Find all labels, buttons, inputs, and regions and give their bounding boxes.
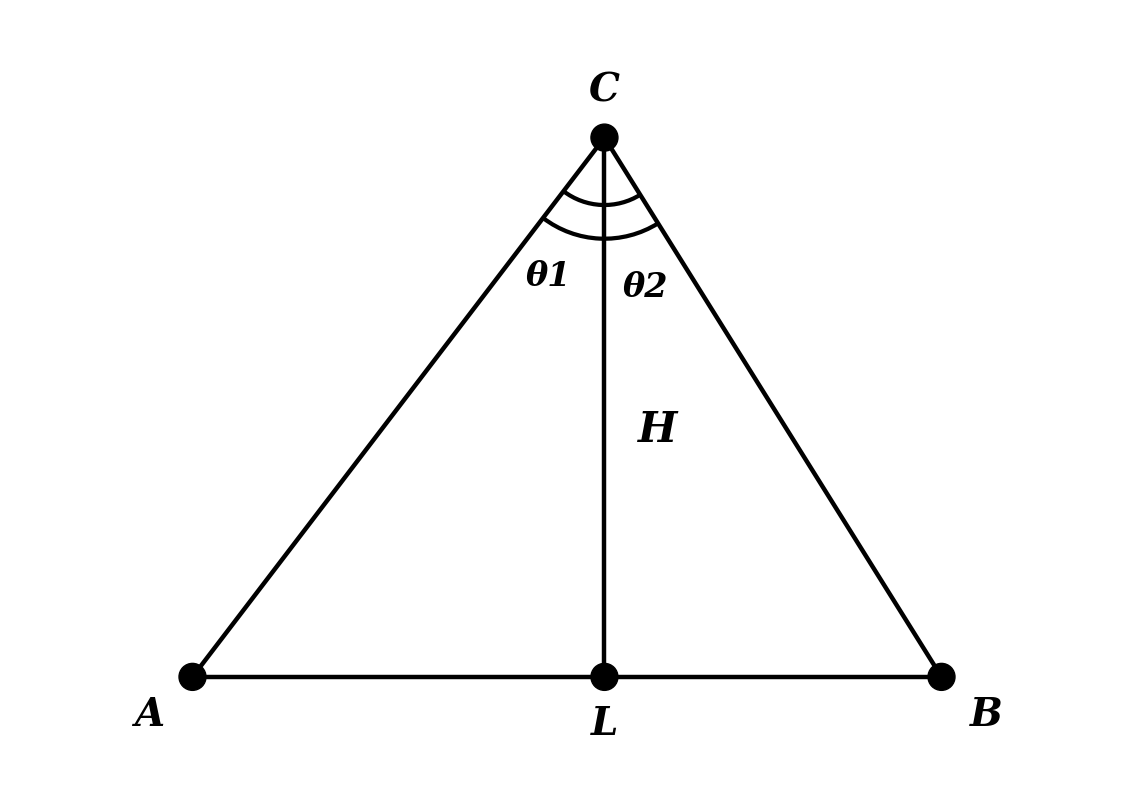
Text: A: A [134,695,164,733]
Text: H: H [638,409,677,451]
Text: C: C [589,71,620,109]
Text: θ2: θ2 [623,271,668,304]
Circle shape [928,664,955,691]
Circle shape [591,664,618,691]
Text: B: B [970,695,1002,733]
Text: L: L [591,706,618,744]
Circle shape [591,124,618,151]
Circle shape [179,664,206,691]
Text: θ1: θ1 [525,260,572,293]
